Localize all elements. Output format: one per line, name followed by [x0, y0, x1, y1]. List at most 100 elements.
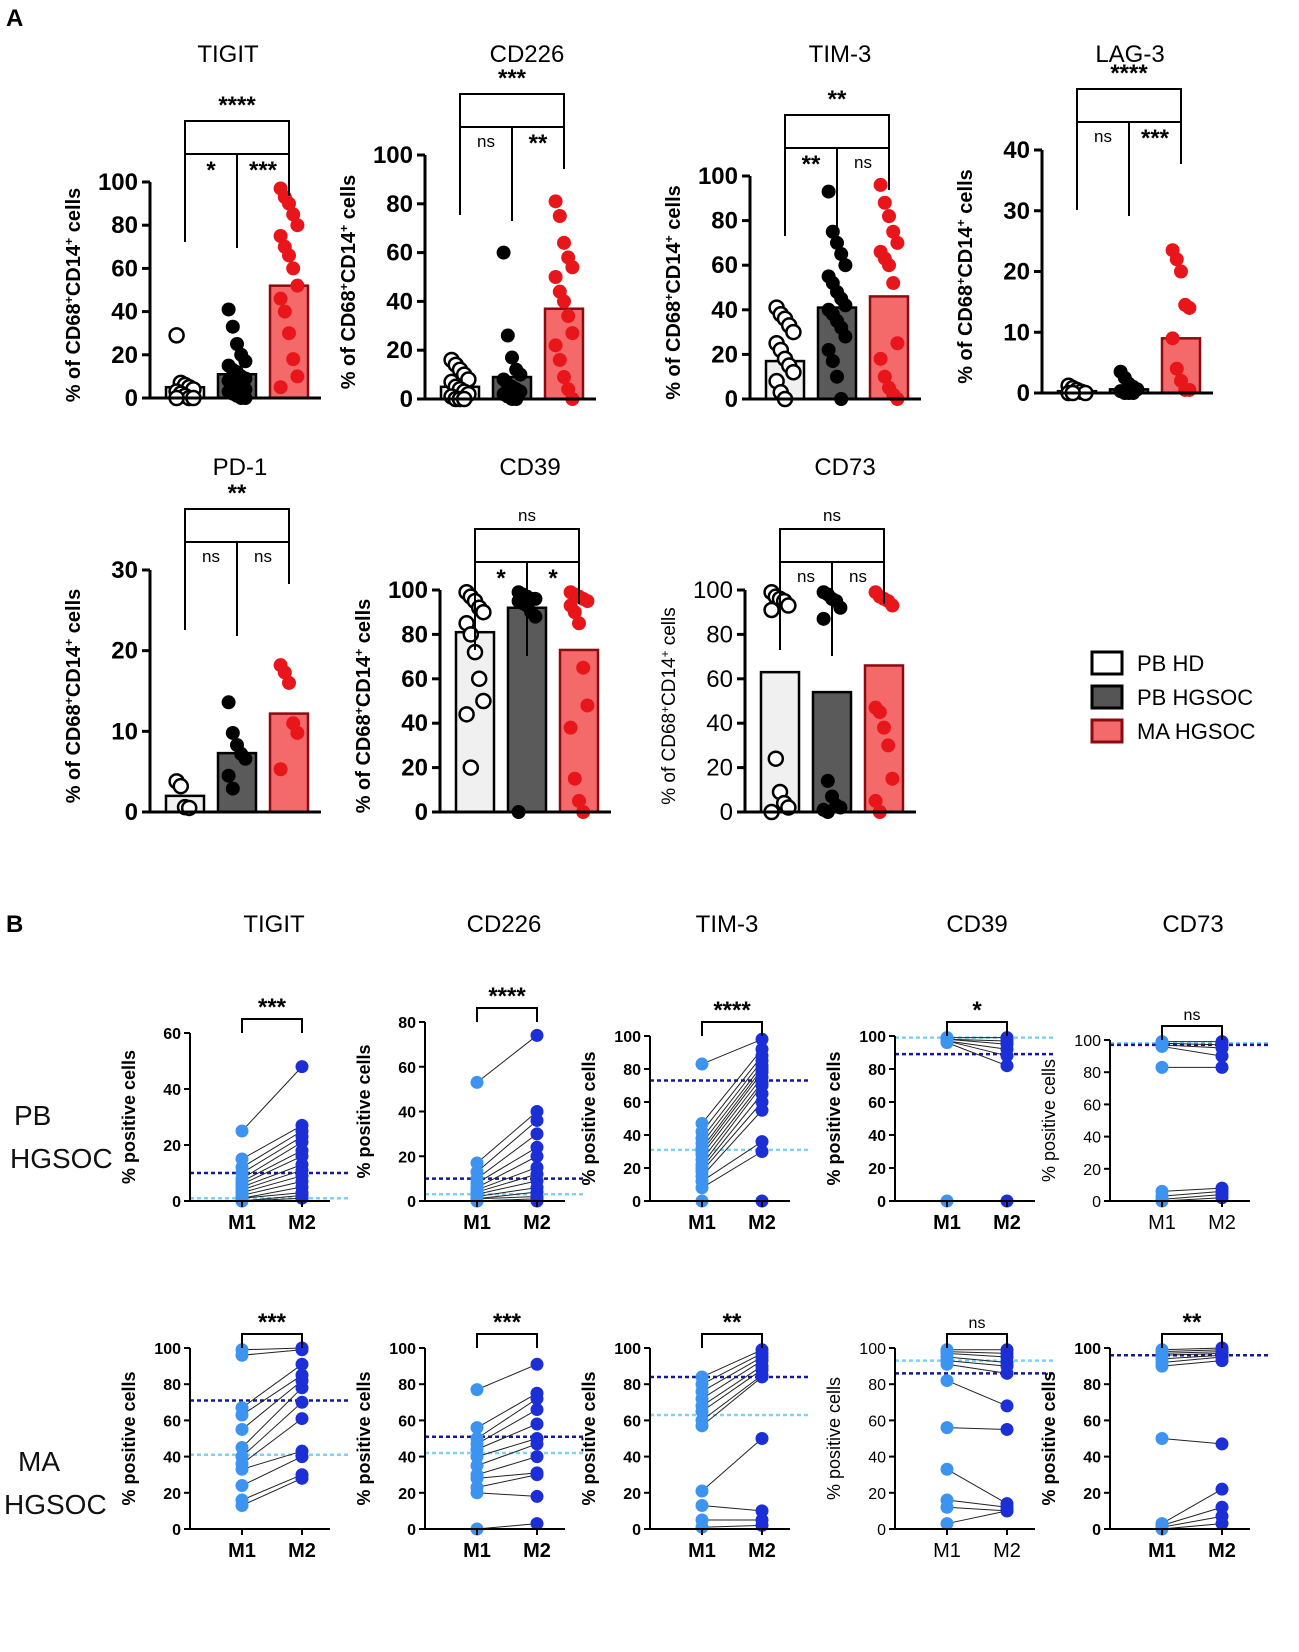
data-point-m2 [755, 1103, 769, 1117]
sig-label: * [206, 157, 216, 184]
pair-line [701, 1101, 763, 1172]
pair-line [701, 1376, 763, 1427]
y-tick-label: 60 [623, 1095, 641, 1112]
data-point-m2 [755, 1432, 769, 1445]
data-point [580, 698, 595, 713]
chart-title: PD-1 [213, 454, 268, 481]
data-point-m1 [235, 1348, 249, 1362]
data-point-m2 [530, 1149, 544, 1163]
y-tick-label: 20 [163, 1486, 181, 1503]
data-point [557, 294, 571, 309]
x-tick-label: M1 [688, 1212, 716, 1234]
sig-label: ** [723, 1309, 742, 1336]
pair-line [476, 1180, 538, 1195]
sig-label: **** [1110, 60, 1148, 87]
bar-ma-hgsoc [268, 284, 310, 400]
sig-bracket [1076, 88, 1182, 122]
sig-label: *** [493, 1309, 522, 1336]
data-point-m2 [1215, 1354, 1229, 1368]
y-axis-label: % of CD68+CD14+ cells [62, 188, 85, 403]
pair-line [476, 1472, 538, 1479]
sig-bracket [241, 1018, 303, 1033]
pair-line [1161, 1438, 1223, 1445]
chart-title: CD226 [490, 41, 565, 68]
y-tick-label: 20 [706, 755, 733, 782]
y-tick-label: 40 [163, 1082, 181, 1099]
paired-chart-pb-cd73: CD73 0 20 40 60 80 100 M1 M2 % positive cells ns [1039, 911, 1268, 1234]
y-tick-label: 40 [163, 1450, 181, 1467]
pair-line [476, 1409, 538, 1445]
data-point [552, 209, 567, 223]
data-point [273, 762, 288, 777]
pair-line [946, 1380, 1008, 1407]
y-tick-label: 60 [401, 666, 428, 693]
y-tick-label: 100 [859, 1029, 886, 1046]
sig-label: ns [823, 506, 841, 525]
sig-label: *** [1141, 125, 1170, 152]
data-point [877, 369, 892, 384]
y-tick-label: 20 [623, 1161, 641, 1178]
x-tick-label: M1 [688, 1540, 716, 1562]
data-point-m1 [235, 1408, 249, 1422]
data-point [877, 195, 892, 210]
data-point-m1 [940, 1462, 954, 1476]
data-point [286, 352, 301, 367]
data-point-m1 [470, 1459, 484, 1473]
sig-bracket [184, 508, 290, 542]
data-point [1182, 382, 1197, 397]
pair-line [1161, 1042, 1223, 1046]
data-point-m2 [295, 1395, 309, 1409]
pair-line [476, 1155, 538, 1189]
sig-label: ** [228, 480, 247, 507]
pair-line [946, 1356, 1008, 1363]
data-point-m1 [470, 1450, 484, 1464]
data-point-m2 [530, 1403, 544, 1417]
sig-label: ns [1094, 127, 1112, 146]
data-point [1169, 252, 1184, 267]
y-tick-label: 0 [407, 1522, 416, 1539]
x-tick-label: M2 [993, 1212, 1021, 1234]
pair-line [476, 1173, 538, 1193]
data-point-m2 [530, 1450, 544, 1464]
y-tick-label: 20 [398, 1149, 416, 1166]
x-tick-label: M2 [288, 1212, 316, 1234]
pair-line [701, 1374, 763, 1421]
pair-line [946, 1042, 1008, 1067]
pair-line [1161, 1044, 1223, 1049]
data-point [286, 207, 301, 222]
data-point [885, 598, 900, 613]
data-point [282, 248, 296, 263]
y-tick-label: 20 [1083, 1162, 1101, 1179]
data-point-m1 [235, 1441, 249, 1455]
pair-line [701, 1109, 763, 1177]
y-tick-label: 80 [111, 212, 138, 239]
data-point [785, 323, 802, 341]
y-tick-label: 20 [868, 1161, 886, 1178]
data-point-m1 [695, 1520, 709, 1534]
data-point-m2 [530, 1392, 544, 1406]
data-point [221, 695, 236, 710]
data-point [821, 184, 836, 199]
pair-line [241, 1150, 303, 1182]
pair-line [241, 1186, 303, 1199]
data-point-m2 [530, 1028, 544, 1042]
data-point [1169, 361, 1184, 376]
pair-line [241, 1456, 303, 1487]
data-point [475, 603, 492, 621]
data-point-m2 [1215, 1060, 1229, 1074]
data-point [838, 298, 853, 313]
chart-title: CD39 [499, 454, 560, 481]
data-point-m1 [470, 1471, 484, 1485]
data-point [172, 777, 190, 795]
y-tick-label: 40 [398, 1105, 416, 1122]
sig-label: **** [713, 997, 751, 1024]
data-point-m2 [295, 1060, 309, 1074]
panel-label-b: B [6, 911, 23, 938]
data-point-m2 [530, 1113, 544, 1127]
sig-bracket [701, 1021, 763, 1036]
sig-bracket [184, 120, 290, 154]
data-point [838, 258, 853, 273]
sig-label: **** [218, 92, 256, 119]
